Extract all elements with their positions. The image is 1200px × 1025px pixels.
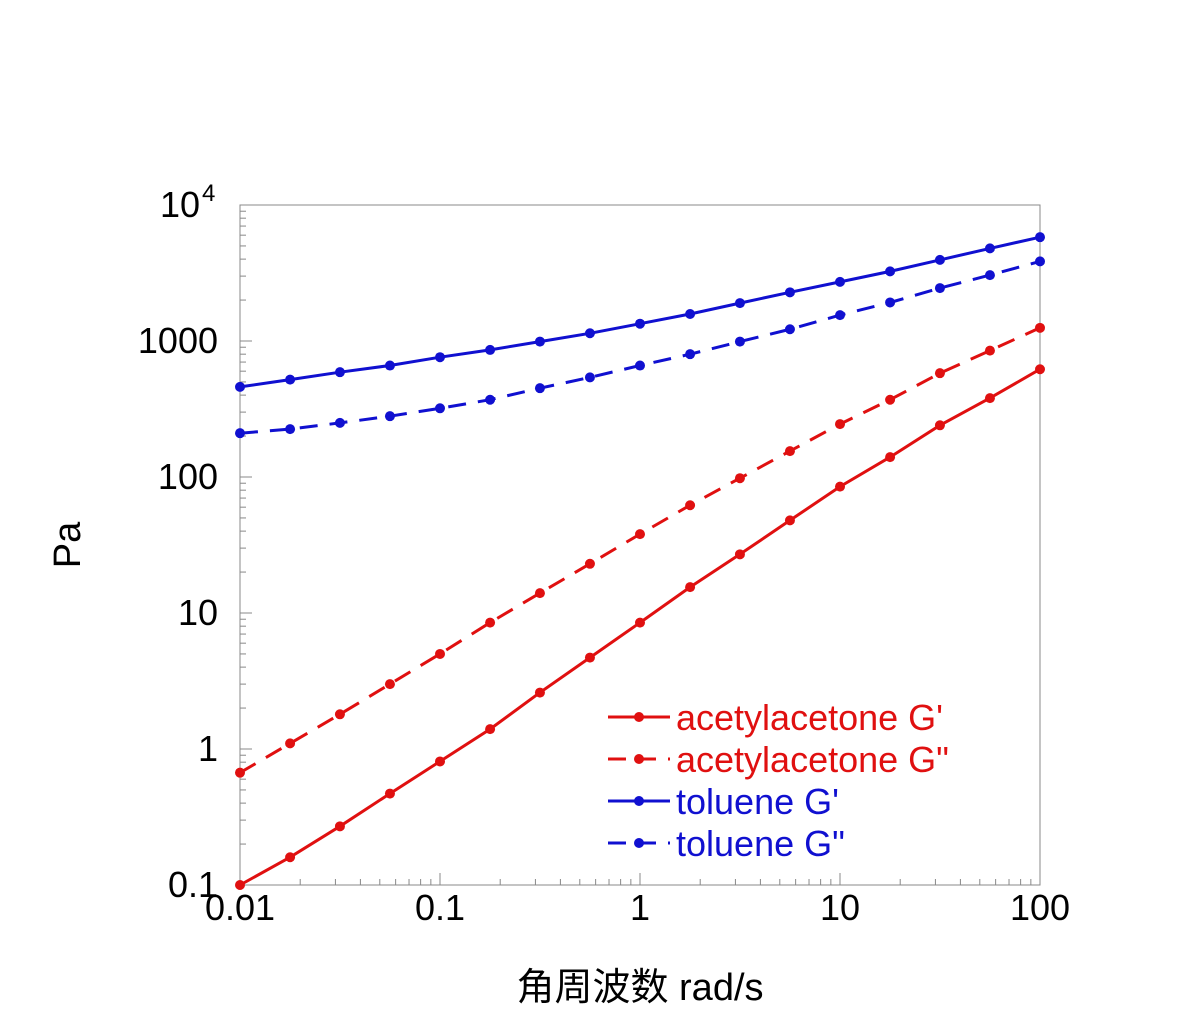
x-tick-label: 100	[1010, 887, 1070, 928]
data-point	[635, 318, 645, 329]
data-point	[435, 403, 445, 414]
x-tick-label: 10	[820, 887, 860, 928]
data-point	[984, 393, 995, 404]
data-point	[485, 617, 496, 628]
data-point	[984, 270, 995, 281]
legend-label: acetylacetone G"	[676, 739, 949, 780]
y-tick-label: 10	[160, 184, 200, 225]
data-point	[534, 336, 545, 347]
data-point	[635, 360, 645, 371]
data-point	[435, 756, 445, 767]
data-point	[835, 419, 845, 430]
data-point	[584, 372, 595, 383]
data-point	[235, 428, 245, 439]
series-line-3	[239, 259, 1041, 435]
data-point	[885, 394, 896, 405]
data-point	[534, 383, 545, 394]
data-point	[235, 381, 245, 392]
data-point	[285, 424, 296, 435]
data-point	[384, 411, 395, 422]
data-point	[534, 687, 545, 698]
data-point	[784, 446, 795, 457]
data-point	[384, 360, 395, 371]
data-point	[685, 308, 696, 319]
data-point	[734, 336, 745, 347]
data-point	[285, 738, 296, 749]
data-point	[635, 617, 645, 628]
y-tick-label-exponent: 4	[202, 180, 215, 207]
data-point	[784, 324, 795, 335]
data-point	[734, 298, 745, 309]
data-point	[885, 266, 896, 277]
data-point	[835, 481, 845, 492]
data-point	[885, 452, 896, 463]
data-point	[1035, 322, 1045, 333]
data-point	[334, 821, 345, 832]
y-axis-title: Pa	[47, 521, 89, 568]
legend-label: toluene G'	[676, 781, 839, 822]
data-point	[285, 374, 296, 385]
axis-ticks	[239, 204, 1041, 886]
y-tick-label: 1	[198, 728, 218, 769]
data-point	[1035, 256, 1045, 267]
data-point	[835, 276, 845, 287]
x-axis-title: 角周波数 rad/s	[516, 967, 763, 1009]
y-tick-label: 1000	[138, 320, 218, 361]
data-point	[934, 254, 945, 265]
data-point	[334, 417, 345, 428]
data-point	[334, 367, 345, 378]
legend-swatch-marker	[634, 754, 644, 764]
data-point	[384, 788, 395, 799]
legend-swatch-marker	[634, 712, 644, 722]
data-point	[784, 515, 795, 526]
data-point	[934, 368, 945, 379]
data-point	[485, 344, 496, 355]
data-point	[334, 709, 345, 720]
data-point	[584, 328, 595, 339]
data-point	[584, 652, 595, 663]
data-point	[885, 297, 896, 308]
data-point	[235, 880, 245, 890]
y-tick-label: 100	[158, 456, 218, 497]
data-point	[934, 420, 945, 431]
x-axis-tick-labels: 0.01 0.1 1 10 100	[205, 887, 1070, 928]
legend-swatch-marker	[634, 796, 644, 806]
legend-swatch-marker	[634, 838, 644, 848]
data-point	[984, 345, 995, 356]
data-point	[435, 352, 445, 363]
data-point	[784, 287, 795, 298]
data-point	[534, 588, 545, 599]
y-tick-label: 0.1	[168, 864, 218, 905]
data-point	[485, 394, 496, 405]
y-tick-label: 10	[178, 592, 218, 633]
data-point	[685, 500, 696, 511]
data-point	[235, 767, 245, 778]
data-point	[984, 243, 995, 254]
plot-frame	[239, 204, 1041, 886]
x-tick-label: 0.01	[205, 887, 275, 928]
data-point	[435, 648, 445, 659]
data-point	[485, 724, 496, 735]
x-tick-label: 1	[630, 887, 650, 928]
data-point	[384, 679, 395, 690]
data-point	[685, 582, 696, 593]
legend-label: toluene G"	[676, 823, 845, 864]
data-point	[734, 473, 745, 484]
data-point	[635, 529, 645, 540]
data-point	[934, 283, 945, 294]
data-point	[835, 310, 845, 321]
data-point	[285, 852, 296, 863]
legend-label: acetylacetone G'	[676, 697, 943, 738]
data-point	[1035, 364, 1045, 375]
series-group	[235, 232, 1045, 890]
data-point	[685, 349, 696, 360]
legend: acetylacetone G'acetylacetone G"toluene …	[608, 697, 949, 864]
data-point	[1035, 232, 1045, 243]
x-tick-label: 0.1	[415, 887, 465, 928]
data-point	[584, 558, 595, 569]
data-point	[734, 549, 745, 560]
